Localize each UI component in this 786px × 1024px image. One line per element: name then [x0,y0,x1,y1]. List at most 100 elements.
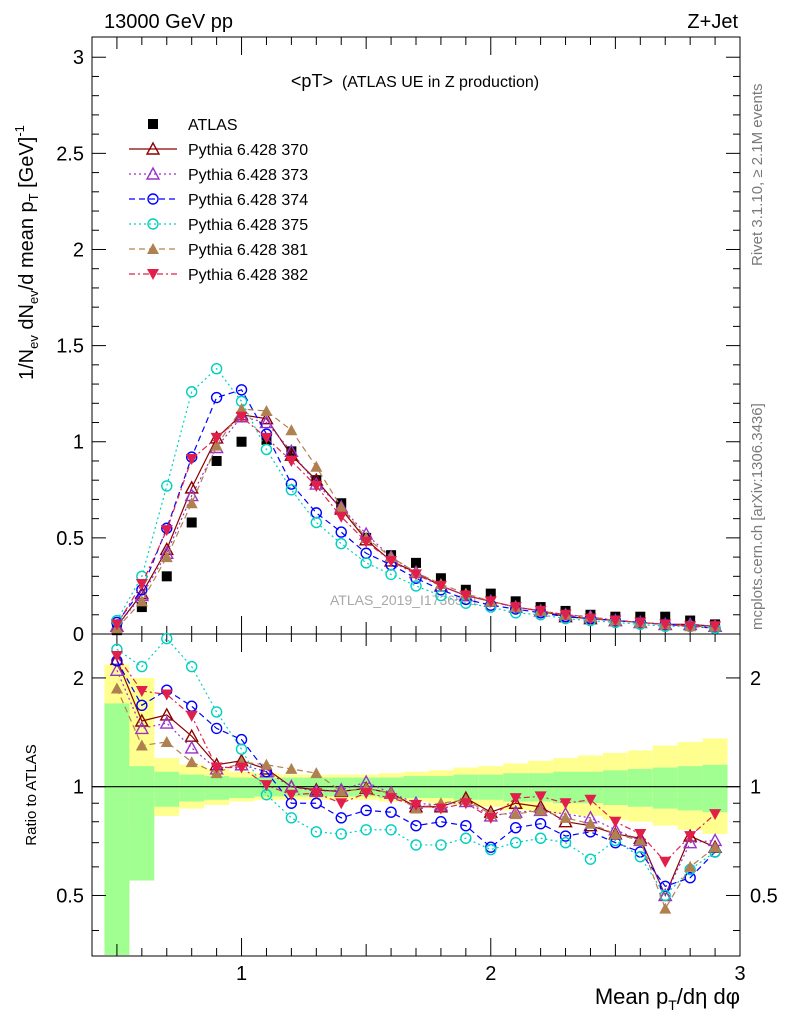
ratio-point-pythia-6-428-375 [435,839,447,851]
header-energy-label: 13000 GeV pp [104,11,233,33]
ratio-point-pythia-6-428-375 [385,824,397,836]
plot-title: <pT> (ATLAS UE in Z production) [291,71,539,91]
ratio-point-pythia-6-428-374 [410,819,422,832]
ratio-point-pythia-6-428-381 [509,808,522,820]
data-point-pythia-6-428-381 [235,403,248,415]
ratio-point-pythia-6-428-382 [559,798,572,810]
ratio-point-pythia-6-428-374 [559,830,572,842]
ratio-point-pythia-6-428-382 [110,651,123,662]
uncertainty-band-green [104,703,130,955]
data-point-pythia-6-428-381 [135,595,148,607]
ratio-y-tick-label: 2 [73,668,84,690]
data-point-pythia-6-428-374 [235,384,248,396]
legend-label-pythia-6-428-382: Pythia 6.428 382 [188,267,308,284]
ratio-point-pythia-6-428-381 [559,811,572,823]
data-point-atlas [411,557,421,568]
ratio-y-tick-label-right: 0.5 [750,885,778,907]
data-point-pythia-6-428-382 [235,411,248,423]
data-point-pythia-6-428-382 [360,536,373,548]
legend-marker-pythia-6-428-370 [145,141,161,155]
ratio-point-pythia-6-428-375 [634,851,647,863]
main-y-tick-label: 2.5 [56,143,84,165]
ratio-point-pythia-6-428-375 [210,706,223,718]
ratio-point-pythia-6-428-374 [185,700,198,712]
ratio-point-pythia-6-428-375 [360,824,372,836]
uncertainty-band-green [627,768,653,807]
ratio-point-pythia-6-428-381 [709,841,722,853]
ratio-point-pythia-6-428-374 [659,880,671,893]
data-point-pythia-6-428-382 [110,619,123,631]
data-point-pythia-6-428-375 [335,537,347,550]
series-line-pythia-6-428-375 [116,367,716,629]
ratio-point-pythia-6-428-375 [161,632,173,645]
ratio-point-pythia-6-428-373 [682,835,698,849]
ratio-point-pythia-6-428-374 [684,871,696,884]
ratio-y-tick-label: 1 [73,777,84,799]
ratio-point-pythia-6-428-381 [534,804,547,816]
ratio-point-pythia-6-428-382 [310,788,323,800]
ratio-y-tick-label-right: 1 [750,777,761,799]
ratio-point-pythia-6-428-382 [385,793,398,805]
ratio-point-pythia-6-428-382 [360,788,373,800]
ratio-point-pythia-6-428-375 [285,812,298,824]
plot-title-sub: (ATLAS UE in Z production) [342,74,539,91]
ratio-point-pythia-6-428-382 [410,799,422,811]
data-point-pythia-6-428-375 [285,484,298,496]
ratio-point-pythia-6-428-382 [285,789,298,801]
ratio-point-pythia-6-428-381 [609,827,622,839]
legend-marker-atlas [148,119,158,129]
data-point-pythia-6-428-381 [260,404,273,416]
data-point-pythia-6-428-375 [385,568,397,581]
data-point-pythia-6-428-374 [210,391,223,404]
uncertainty-band-green [702,764,728,813]
ratio-point-pythia-6-428-374 [210,722,223,735]
data-point-atlas [485,588,496,599]
ratio-point-pythia-6-428-375 [310,826,323,838]
data-point-pythia-6-428-382 [659,619,672,631]
ratio-point-pythia-6-428-381 [260,758,273,770]
main-y-tick-label: 3 [73,47,84,69]
data-point-pythia-6-428-382 [410,569,422,581]
data-point-pythia-6-428-374 [310,507,323,519]
ratio-line-pythia-6-428-375 [116,637,716,897]
ratio-point-pythia-6-428-381 [310,767,323,779]
ratio-point-pythia-6-428-382 [659,856,672,868]
data-point-pythia-6-428-382 [634,617,647,629]
ratio-point-pythia-6-428-374 [136,699,148,711]
data-point-pythia-6-428-381 [185,497,198,509]
ratio-point-pythia-6-428-373 [159,715,174,729]
ratio-point-pythia-6-428-374 [509,822,522,834]
ratio-point-pythia-6-428-382 [534,791,547,803]
data-point-pythia-6-428-382 [260,432,273,444]
ratio-point-pythia-6-428-381 [684,860,697,872]
ratio-point-pythia-6-428-374 [435,816,447,828]
data-point-pythia-6-428-374 [335,526,347,538]
data-point-pythia-6-428-375 [360,557,372,569]
x-tick-label: 2 [485,963,496,985]
legend-marker-pythia-6-428-375 [147,218,159,230]
data-point-pythia-6-428-381 [285,424,298,436]
data-point-pythia-6-428-382 [135,579,148,591]
data-point-pythia-6-428-382 [709,621,722,633]
ratio-point-pythia-6-428-374 [460,819,472,832]
ratio-point-pythia-6-428-382 [709,809,722,821]
ratio-point-pythia-6-428-382 [634,828,647,840]
x-axis-label: Mean pT/dη dφ [595,984,740,1013]
ratio-point-pythia-6-428-382 [484,812,497,824]
data-point-pythia-6-428-373 [259,415,274,429]
data-point-pythia-6-428-381 [310,460,323,472]
ratio-point-pythia-6-428-375 [485,843,497,856]
ratio-point-pythia-6-428-375 [136,660,148,673]
data-point-pythia-6-428-381 [210,439,223,451]
legend-label-pythia-6-428-375: Pythia 6.428 375 [188,217,308,234]
legend-marker-pythia-6-428-374 [147,193,159,205]
ratio-y-tick-label-right: 2 [750,668,761,690]
uncertainty-band-green [229,777,254,799]
ratio-point-pythia-6-428-373 [184,740,199,754]
data-point-pythia-6-428-381 [335,501,348,513]
ratio-point-pythia-6-428-381 [584,817,597,829]
ratio-point-pythia-6-428-382 [509,793,522,805]
data-point-atlas [660,611,671,622]
data-point-pythia-6-428-382 [210,432,223,444]
